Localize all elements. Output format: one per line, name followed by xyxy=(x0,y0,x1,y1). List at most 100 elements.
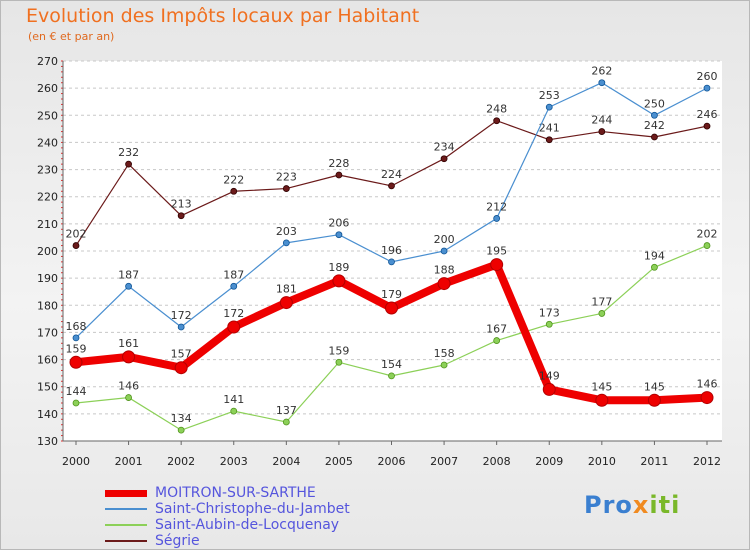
data-label: 196 xyxy=(381,244,402,257)
y-tick-label: 160 xyxy=(37,354,58,367)
data-label: 206 xyxy=(328,217,349,230)
data-point xyxy=(545,136,553,144)
legend-swatch xyxy=(105,524,147,526)
data-label: 228 xyxy=(328,157,349,170)
data-label: 253 xyxy=(539,89,560,102)
data-point xyxy=(72,242,80,249)
x-tick-label: 2008 xyxy=(483,455,511,468)
brand-logo-part3: iti xyxy=(649,491,681,519)
data-label: 146 xyxy=(697,378,718,391)
data-point xyxy=(493,215,501,222)
data-label: 172 xyxy=(223,307,244,320)
data-label: 173 xyxy=(539,306,560,319)
data-point xyxy=(703,122,711,130)
y-tick-label: 200 xyxy=(37,245,58,258)
y-tick-label: 270 xyxy=(37,55,58,68)
data-point xyxy=(545,320,553,328)
data-point xyxy=(493,117,501,125)
legend-swatch xyxy=(105,540,147,542)
data-label: 260 xyxy=(697,70,718,83)
data-point xyxy=(440,155,448,163)
data-point xyxy=(647,393,661,407)
data-point xyxy=(282,185,290,192)
data-point xyxy=(440,361,448,369)
legend-item-saint-christophe-du-jambet: Saint-Christophe-du-Jambet xyxy=(105,501,350,517)
data-label: 241 xyxy=(539,122,560,135)
data-point xyxy=(69,355,83,369)
legend-swatch xyxy=(105,508,147,510)
y-tick-label: 180 xyxy=(37,299,58,312)
data-label: 159 xyxy=(328,344,349,357)
data-label: 159 xyxy=(66,342,87,355)
legend-item-saint-aubin-de-locquenay: Saint-Aubin-de-Locquenay xyxy=(105,517,350,533)
y-tick-label: 220 xyxy=(37,191,58,204)
data-point xyxy=(598,128,606,135)
x-tick-label: 2009 xyxy=(535,455,563,468)
data-label: 161 xyxy=(118,337,139,350)
y-tick-label: 240 xyxy=(37,136,58,149)
legend: MOITRON-SUR-SARTHE Saint-Christophe-du-Ja… xyxy=(105,485,350,549)
data-label: 179 xyxy=(381,288,402,301)
y-tick-label: 170 xyxy=(37,326,58,339)
data-label: 144 xyxy=(66,385,87,398)
y-tick-label: 140 xyxy=(37,408,58,421)
data-label: 177 xyxy=(591,295,612,308)
brand-logo: Proxiti xyxy=(584,491,680,519)
data-label: 250 xyxy=(644,97,665,110)
data-label: 146 xyxy=(118,380,139,393)
data-label: 213 xyxy=(171,198,192,211)
x-tick-label: 2010 xyxy=(588,455,616,468)
data-point xyxy=(72,334,80,342)
x-tick-label: 2012 xyxy=(693,455,721,468)
data-label: 202 xyxy=(697,228,718,241)
legend-label: Saint-Christophe-du-Jambet xyxy=(155,501,350,517)
x-tick-label: 2004 xyxy=(272,455,300,468)
data-point xyxy=(72,399,80,407)
data-label: 167 xyxy=(486,323,507,336)
data-label: 158 xyxy=(434,347,455,360)
x-tick-label: 2007 xyxy=(430,455,458,468)
data-label: 134 xyxy=(171,412,192,425)
data-label: 232 xyxy=(118,146,139,159)
x-tick-label: 2001 xyxy=(115,455,143,468)
data-point xyxy=(703,84,711,92)
data-point xyxy=(598,310,606,317)
y-tick-label: 230 xyxy=(37,164,58,177)
data-point xyxy=(493,337,501,344)
data-label: 189 xyxy=(328,261,349,274)
y-tick-label: 250 xyxy=(37,109,58,122)
legend-label: Ségrie xyxy=(155,533,200,549)
data-label: 202 xyxy=(66,228,87,241)
data-point xyxy=(542,382,556,396)
data-point xyxy=(230,407,238,415)
data-label: 188 xyxy=(434,264,455,277)
data-label: 168 xyxy=(66,320,87,333)
data-point xyxy=(388,258,395,266)
data-point xyxy=(651,263,658,271)
x-tick-label: 2002 xyxy=(167,455,195,468)
data-label: 141 xyxy=(223,393,244,406)
x-tick-label: 2006 xyxy=(378,455,406,468)
data-point xyxy=(282,239,290,247)
data-label: 212 xyxy=(486,200,507,213)
legend-swatch xyxy=(105,489,147,497)
data-label: 194 xyxy=(644,249,665,262)
x-tick-label: 2011 xyxy=(640,455,668,468)
data-label: 203 xyxy=(276,225,297,238)
data-label: 137 xyxy=(276,404,297,417)
data-label: 145 xyxy=(644,380,665,393)
brand-logo-part2: x xyxy=(632,491,650,519)
data-point xyxy=(598,79,606,87)
data-point xyxy=(230,187,238,195)
y-tick-label: 150 xyxy=(37,381,58,394)
data-point xyxy=(490,258,504,272)
data-point xyxy=(700,391,714,405)
x-tick-label: 2003 xyxy=(220,455,248,468)
chart-title: Evolution des Impôts locaux par Habitant xyxy=(26,5,420,27)
data-label: 157 xyxy=(171,348,192,361)
data-point xyxy=(227,320,241,334)
legend-label: Saint-Aubin-de-Locquenay xyxy=(155,517,340,533)
legend-label: MOITRON-SUR-SARTHE xyxy=(155,485,316,501)
data-label: 195 xyxy=(486,245,507,258)
